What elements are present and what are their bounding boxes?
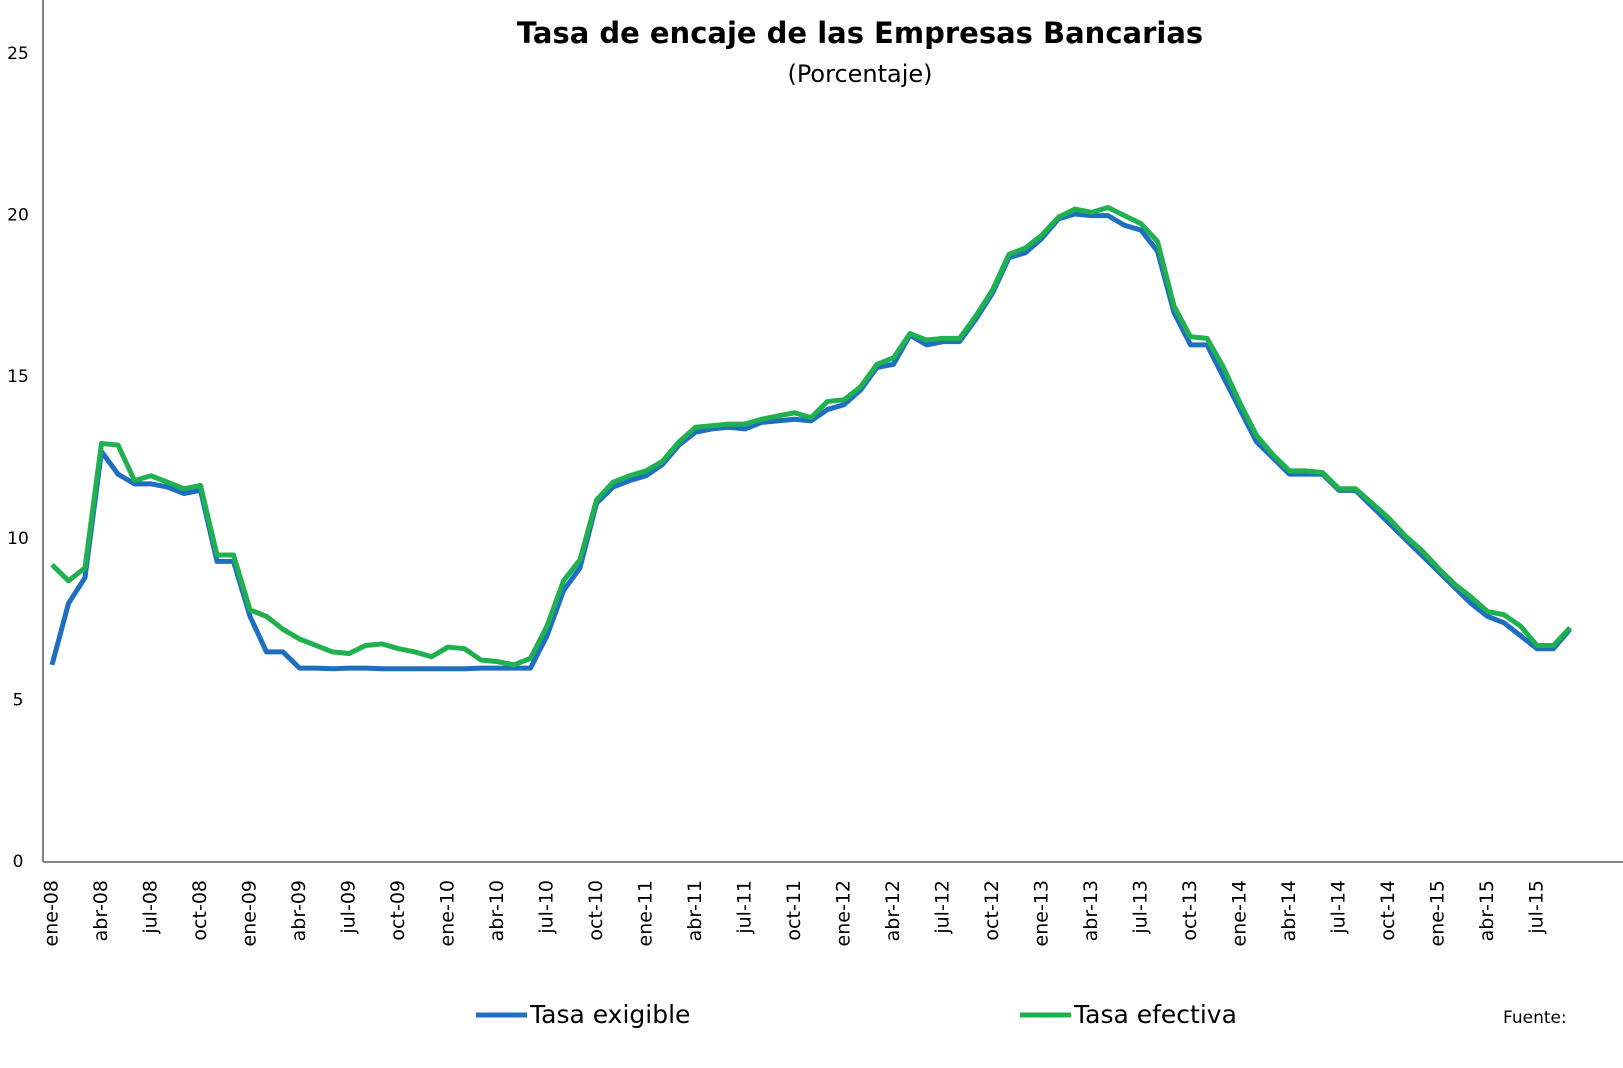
- x-tick-label: abr-09: [288, 880, 310, 941]
- x-tick-label: jul-09: [338, 880, 360, 935]
- x-tick-label: ene-12: [833, 880, 855, 946]
- x-tick-label: oct-12: [981, 880, 1003, 941]
- x-tick-label: ene-15: [1427, 880, 1449, 946]
- x-tick-label: abr-11: [684, 880, 706, 941]
- x-tick-label: oct-09: [387, 880, 409, 941]
- y-tick-label: 20: [7, 206, 29, 226]
- x-tick-label: oct-08: [189, 880, 211, 941]
- x-tick-label: jul-08: [140, 880, 162, 935]
- x-tick-label: ene-08: [41, 880, 63, 946]
- x-tick-label: oct-14: [1377, 880, 1399, 941]
- x-tick-label: ene-11: [635, 880, 657, 946]
- source-note: Fuente:: [1503, 1008, 1567, 1028]
- data-line: [50, 205, 1572, 668]
- x-tick-label: abr-14: [1278, 880, 1300, 941]
- x-tick-label: ene-10: [437, 880, 459, 946]
- x-tick-label: oct-13: [1179, 880, 1201, 941]
- chart-subtitle: (Porcentaje): [787, 60, 932, 88]
- x-tick-label: oct-10: [585, 880, 607, 941]
- x-tick-label: jul-11: [734, 880, 756, 935]
- y-tick-label: 5: [13, 690, 24, 710]
- x-tick-label: jul-10: [536, 880, 558, 935]
- x-tick-label: abr-12: [882, 880, 904, 941]
- x-tick-label: abr-15: [1476, 880, 1498, 941]
- x-tick-label: oct-11: [783, 880, 805, 941]
- x-tick-label: abr-10: [486, 880, 508, 941]
- y-tick-label: 10: [7, 529, 29, 549]
- x-tick-label: ene-13: [1031, 880, 1053, 946]
- legend-label: Tasa exigible: [529, 1000, 690, 1029]
- x-tick-label: jul-14: [1328, 880, 1350, 935]
- legend-label: Tasa efectiva: [1073, 1000, 1237, 1029]
- chart-title: Tasa de encaje de las Empresas Bancarias: [517, 16, 1203, 50]
- y-tick-label: 15: [7, 367, 29, 387]
- x-tick-label: jul-13: [1130, 880, 1152, 935]
- x-tick-label: ene-09: [239, 880, 261, 946]
- x-tick-label: abr-13: [1080, 880, 1102, 941]
- y-tick-label: 0: [13, 852, 24, 872]
- x-tick-label: abr-08: [90, 880, 112, 941]
- x-tick-label: ene-14: [1229, 880, 1251, 946]
- x-tick-label: jul-12: [932, 880, 954, 935]
- y-tick-label: 25: [7, 44, 29, 64]
- x-tick-label: jul-15: [1526, 880, 1548, 935]
- data-line: [49, 211, 1572, 672]
